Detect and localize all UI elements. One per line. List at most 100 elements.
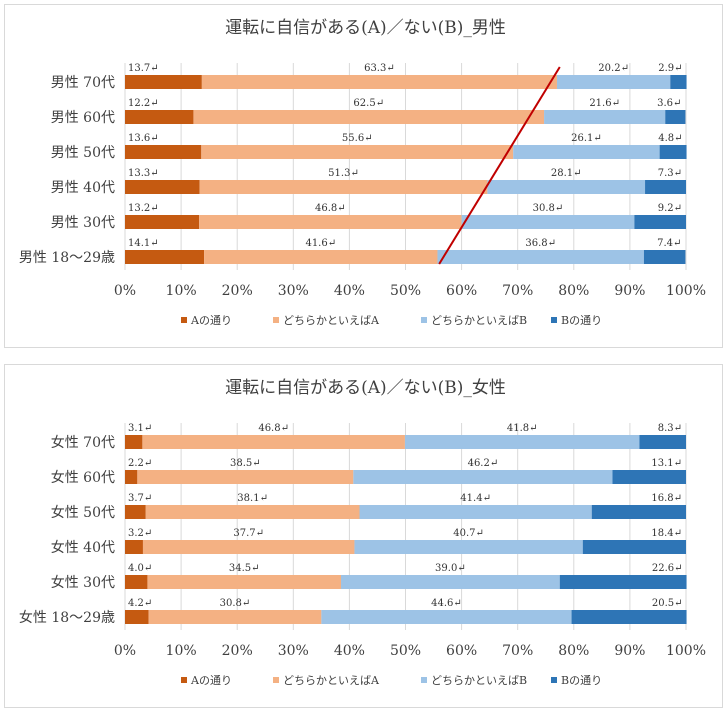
data-label: 30.8↵ [533, 203, 564, 214]
category-label: 女性 30代 [51, 574, 115, 591]
data-label: 46.2↵ [468, 458, 499, 469]
x-tick-label: 0% [114, 643, 136, 659]
bar-segment [645, 180, 686, 194]
legend-swatch [181, 317, 187, 323]
legend-label: Bの通り [561, 674, 602, 687]
x-tick-label: 80% [558, 643, 589, 659]
x-tick-label: 60% [446, 283, 477, 299]
chart-title: 運転に自信がある(A)／ない(B)_女性 [225, 378, 506, 398]
bar-segment [125, 75, 202, 89]
bar-segment [556, 75, 671, 89]
bar-segment [142, 435, 405, 449]
data-label: 62.5↵ [353, 98, 384, 109]
legend-label: どちらかといえばB [431, 674, 527, 687]
legend-swatch [551, 677, 557, 683]
data-label: 34.5↵ [229, 563, 260, 574]
x-tick-label: 80% [558, 283, 589, 299]
data-label: 3.7↵ [128, 493, 152, 504]
x-tick-label: 30% [278, 643, 309, 659]
data-label: 12.2↵ [128, 98, 159, 109]
data-label: 14.1↵ [128, 238, 159, 249]
bar-segment [199, 215, 462, 229]
category-label: 男性 18〜29歳 [19, 250, 115, 266]
chart-title: 運転に自信がある(A)／ない(B)_男性 [225, 18, 506, 38]
data-label: 3.2↵ [128, 528, 152, 539]
x-tick-label: 30% [278, 283, 309, 299]
bar-segment [125, 470, 138, 484]
legend-swatch [273, 677, 279, 683]
data-label: 26.1↵ [571, 133, 602, 144]
data-label: 46.8↵ [258, 423, 289, 434]
bar-segment [204, 250, 438, 264]
bar-segment [340, 575, 560, 589]
data-label: 3.6↵ [657, 98, 681, 109]
bar-segment [125, 575, 148, 589]
bar-segment [321, 610, 572, 624]
data-label: 39.0↵ [435, 563, 466, 574]
bar-segment [145, 505, 360, 519]
bar-segment [125, 610, 149, 624]
bar-segment [147, 575, 341, 589]
bar-segment [125, 110, 194, 124]
category-label: 女性 60代 [51, 469, 115, 486]
data-label: 18.4↵ [651, 528, 682, 539]
x-tick-label: 70% [502, 643, 533, 659]
legend-swatch [421, 317, 427, 323]
data-label: 8.3↵ [658, 423, 682, 434]
legend-swatch [273, 317, 279, 323]
bar-segment [591, 505, 686, 519]
x-tick-label: 40% [334, 643, 365, 659]
data-label: 20.5↵ [652, 598, 683, 609]
bar-segment [665, 110, 686, 124]
bar-segment [612, 470, 686, 484]
data-label: 2.9↵ [658, 63, 682, 74]
category-label: 男性 50代 [51, 145, 115, 161]
x-tick-label: 90% [614, 283, 645, 299]
category-label: 男性 70代 [51, 75, 115, 91]
x-tick-label: 10% [166, 283, 197, 299]
data-label: 13.2↵ [128, 203, 159, 214]
x-tick-label: 40% [334, 283, 365, 299]
data-label: 38.1↵ [237, 493, 268, 504]
category-label: 男性 60代 [51, 110, 115, 126]
data-label: 30.8↵ [220, 598, 251, 609]
data-label: 9.2↵ [658, 203, 682, 214]
bar-segment [461, 215, 635, 229]
data-label: 4.2↵ [128, 598, 152, 609]
x-tick-label: 100% [666, 283, 706, 299]
x-tick-label: 100% [666, 643, 706, 659]
data-label: 4.8↵ [658, 133, 682, 144]
bar-segment [125, 540, 143, 554]
legend-label: どちらかといえばA [283, 674, 380, 687]
bar-segment [487, 180, 646, 194]
x-tick-label: 60% [446, 643, 477, 659]
data-label: 37.7↵ [233, 528, 264, 539]
bar-segment [193, 110, 545, 124]
bar-segment [571, 610, 687, 624]
data-label: 36.8↵ [525, 238, 556, 249]
data-label: 41.6↵ [305, 238, 336, 249]
data-label: 28.1↵ [551, 168, 582, 179]
data-label: 44.6↵ [431, 598, 462, 609]
male-chart-panel: 運転に自信がある(A)／ない(B)_男性 0% 10% 20% 30% 40% 50% 60%… [4, 4, 723, 348]
data-label: 55.6↵ [342, 133, 373, 144]
bar-segment [559, 575, 687, 589]
bar-segment [634, 215, 686, 229]
bar-segment [359, 505, 592, 519]
legend-label: Bの通り [561, 314, 602, 327]
x-tick-label: 50% [390, 283, 421, 299]
bar-segment [354, 540, 583, 554]
category-label: 女性 50代 [51, 504, 115, 521]
x-tick-label: 90% [614, 643, 645, 659]
data-label: 38.5↵ [230, 458, 261, 469]
bar-segment [670, 75, 687, 89]
data-label: 63.3↵ [364, 63, 395, 74]
legend-label: Aの通り [190, 314, 232, 327]
x-tick-label: 50% [390, 643, 421, 659]
bar-segment [639, 435, 686, 449]
data-label: 3.1↵ [128, 423, 152, 434]
bar-segment [643, 250, 686, 264]
legend-label: Aの通り [190, 674, 232, 687]
category-label: 女性 70代 [51, 434, 115, 451]
bar-segment [148, 610, 322, 624]
